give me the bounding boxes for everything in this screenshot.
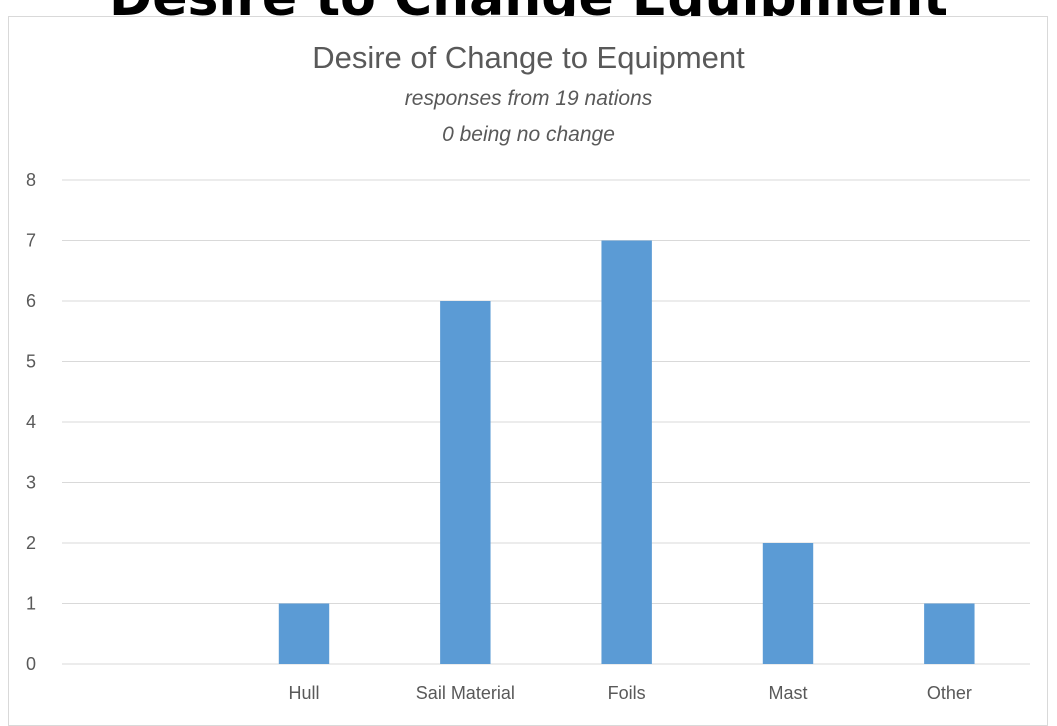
x-category-label: Other: [927, 683, 972, 703]
y-tick-label: 4: [26, 412, 36, 432]
chart-title: Desire of Change to Equipment: [312, 40, 745, 75]
y-tick-label: 0: [26, 654, 36, 674]
bar-other: [924, 603, 975, 664]
y-tick-label: 8: [26, 170, 36, 190]
x-category-label: Hull: [288, 683, 319, 703]
x-category-label: Mast: [768, 683, 807, 703]
chart-subtitle-scale-note: 0 being no change: [442, 123, 615, 146]
gridlines: [62, 179, 1030, 665]
x-axis-category-labels: Hull Sail Material Foils Mast Other: [288, 683, 971, 703]
chart-subtitle-responses: responses from 19 nations: [404, 87, 653, 110]
y-tick-label: 7: [26, 231, 36, 251]
bar-hull: [278, 603, 330, 664]
bar-foils: [601, 240, 652, 664]
x-category-label: Foils: [608, 683, 646, 703]
bar-sail-material: [440, 301, 491, 664]
bar-mast: [762, 543, 814, 664]
y-tick-label: 1: [26, 594, 36, 614]
y-tick-label: 5: [26, 352, 36, 372]
bars: [278, 240, 975, 664]
chart-frame: [8, 16, 1048, 726]
y-tick-label: 6: [26, 291, 36, 311]
x-category-label: Sail Material: [416, 683, 515, 703]
y-tick-label: 3: [26, 473, 36, 493]
y-tick-label: 2: [26, 533, 36, 553]
y-axis-tick-labels: 0 1 2 3 4 5 6 7 8: [26, 170, 36, 674]
